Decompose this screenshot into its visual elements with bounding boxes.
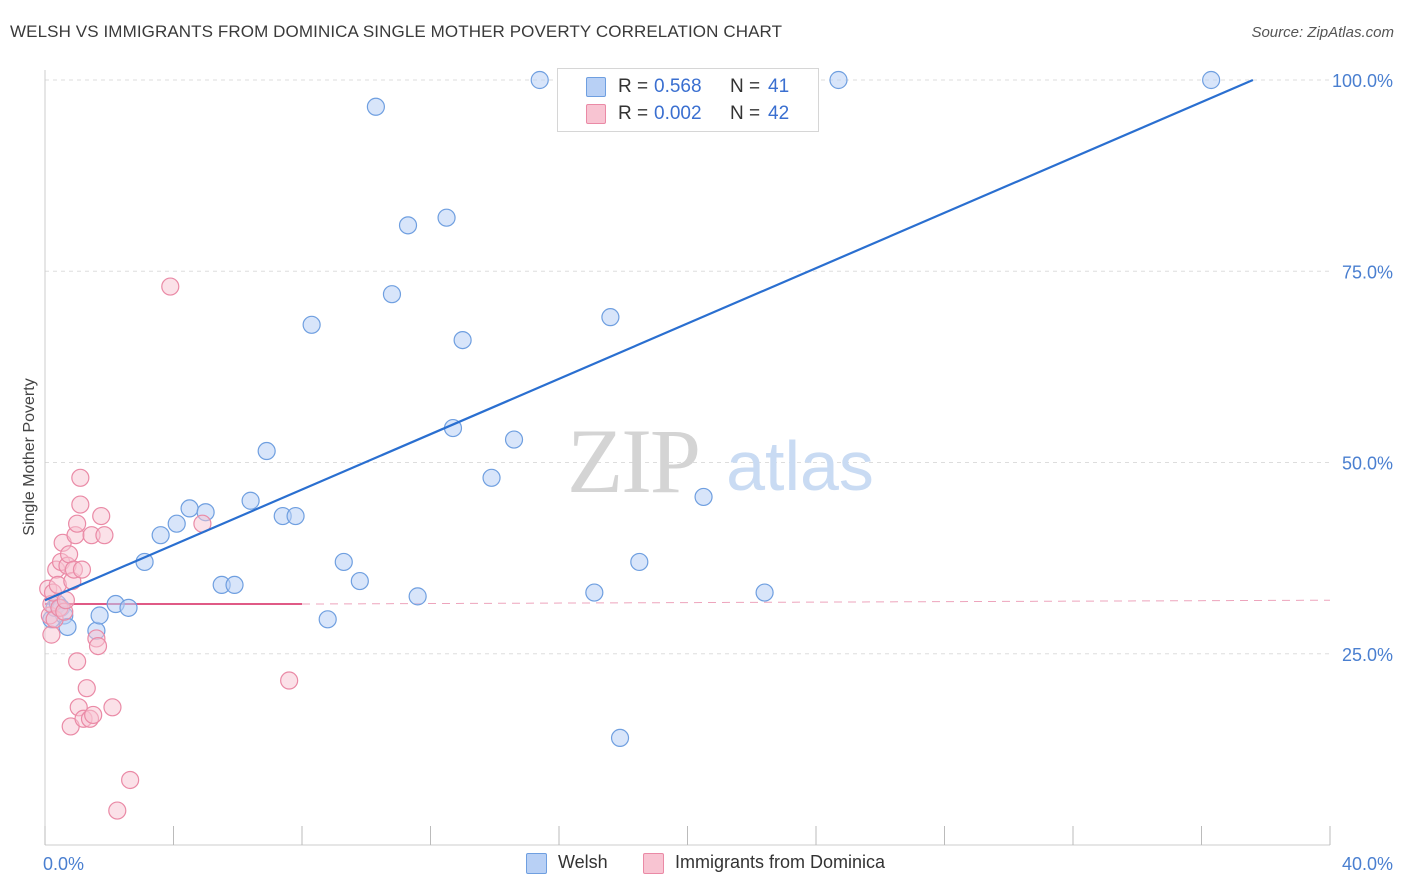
welsh-trend-line: [44, 78, 1254, 602]
welsh-point: [610, 728, 630, 748]
dominica-point: [121, 770, 140, 790]
welsh-point: [318, 610, 337, 629]
r-label: R =: [618, 76, 649, 97]
welsh-point: [366, 97, 385, 116]
dominica-point: [92, 506, 111, 526]
welsh-swatch: [526, 853, 547, 874]
x-tick-label-max: 40.0%: [1342, 854, 1393, 874]
welsh-point: [286, 506, 305, 526]
y-axis-label: Single Mother Poverty: [21, 378, 38, 535]
welsh-point: [241, 491, 260, 510]
welsh-point: [755, 583, 774, 602]
welsh-point: [504, 430, 524, 449]
dominica-points: [39, 277, 299, 820]
welsh-point: [398, 216, 418, 235]
dominica-point: [59, 545, 79, 564]
y-tick-label: 75.0%: [1342, 262, 1393, 282]
axis-labels: 25.0% 50.0% 75.0% 100.0% 0.0% 40.0% Single Mot…: [21, 71, 1393, 874]
welsh-point: [135, 552, 154, 572]
r-value: 0.568: [654, 76, 702, 97]
watermark-atlas: atlas: [726, 427, 874, 505]
dominica-point: [108, 801, 127, 820]
welsh-point: [694, 487, 713, 507]
y-tick-label: 100.0%: [1332, 71, 1393, 91]
r-label: R =: [618, 103, 649, 124]
welsh-point: [437, 208, 456, 227]
welsh-point: [630, 552, 649, 572]
dominica-point: [68, 652, 87, 671]
dominica-point: [103, 698, 122, 717]
dominica-trend: [45, 599, 1331, 606]
dominica-swatch: [643, 853, 664, 874]
dominica-point: [42, 625, 61, 644]
chart-title: WELSH VS IMMIGRANTS FROM DOMINICA SINGLE…: [10, 22, 783, 41]
welsh-point: [408, 587, 427, 606]
dominica-point: [68, 514, 87, 533]
n-label: N =: [730, 103, 761, 124]
welsh-point: [1202, 70, 1221, 90]
dominica-point: [88, 636, 108, 656]
r-value: 0.002: [654, 103, 702, 124]
legend-row-welsh: R = 0.568 N = 41: [558, 74, 818, 100]
welsh-point: [829, 70, 848, 90]
legend-label-welsh: Welsh: [558, 852, 608, 872]
welsh-point: [90, 606, 109, 625]
dominica-trend-extension: [301, 599, 1331, 605]
dominica-point: [72, 560, 92, 579]
welsh-point: [453, 331, 472, 350]
dominica-point: [71, 468, 90, 487]
welsh-trend: [44, 78, 1254, 602]
correlation-legend: R = 0.568 N = 41 R = 0.002 N = 42: [557, 68, 819, 132]
dominica-point: [95, 526, 114, 545]
dominica-point: [161, 277, 180, 296]
legend-row-dominica: R = 0.002 N = 42: [558, 101, 818, 127]
welsh-point: [225, 575, 244, 595]
welsh-points: [42, 70, 1221, 748]
gridlines: [45, 79, 1330, 655]
dominica-swatch: [586, 104, 606, 124]
legend-label-dominica: Immigrants from Dominica: [675, 852, 886, 872]
n-label: N =: [730, 76, 761, 97]
watermark-zip: ZIP: [567, 410, 699, 512]
welsh-point: [350, 571, 369, 591]
source-label[interactable]: Source: ZipAtlas.com: [1251, 24, 1394, 41]
y-tick-label: 50.0%: [1342, 454, 1393, 474]
x-tick-label-min: 0.0%: [43, 854, 84, 874]
welsh-point: [601, 308, 620, 327]
axes: [44, 70, 1331, 846]
dominica-point: [280, 671, 299, 690]
welsh-point: [167, 514, 186, 533]
welsh-point: [482, 468, 501, 487]
watermark: ZIP atlas: [567, 410, 874, 512]
series-legend: Welsh Immigrants from Dominica: [0, 852, 1406, 878]
welsh-point: [585, 583, 604, 602]
welsh-point: [302, 315, 321, 334]
welsh-point: [334, 552, 353, 572]
welsh-point: [530, 70, 549, 90]
dominica-point: [77, 679, 96, 698]
dominica-point: [71, 495, 90, 514]
dominica-point: [84, 705, 103, 725]
welsh-swatch: [586, 77, 606, 97]
y-tick-label: 25.0%: [1342, 645, 1393, 665]
welsh-point: [382, 285, 402, 304]
welsh-point: [180, 499, 199, 518]
n-value: 41: [768, 76, 790, 97]
welsh-point: [119, 598, 138, 617]
welsh-point: [257, 441, 276, 461]
n-value: 42: [768, 103, 790, 124]
welsh-point: [151, 526, 170, 545]
